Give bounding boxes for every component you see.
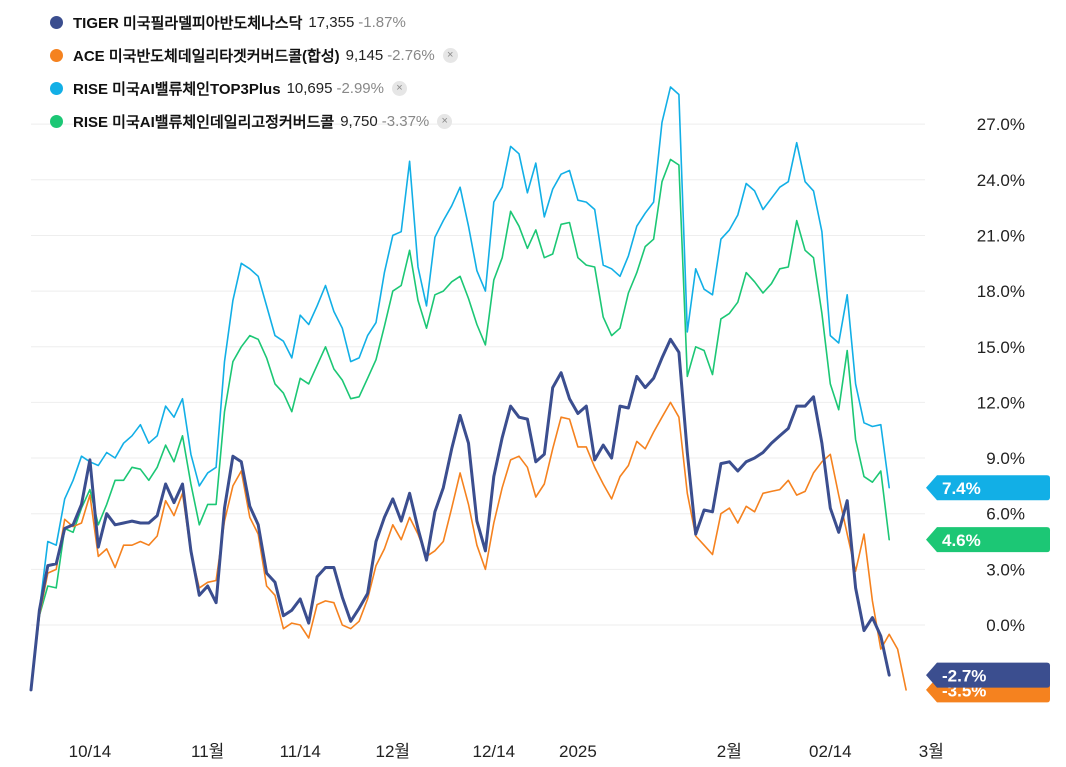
y-tick-label: 0.0% [986, 616, 1025, 635]
legend-price: 9,750 [340, 113, 378, 130]
series-color-dot [50, 16, 63, 29]
remove-series-close-icon[interactable]: × [437, 114, 453, 129]
x-tick-label: 2025 [559, 742, 597, 761]
end-value-tag [926, 662, 1050, 688]
series-line [29, 337, 891, 692]
y-tick-label: 9.0% [986, 449, 1025, 468]
legend-price: 10,695 [286, 80, 333, 97]
legend-change: -2.99% [336, 80, 384, 97]
end-value-tag [926, 527, 1050, 553]
end-value-label: 7.4% [942, 479, 981, 498]
end-value-label: -2.7% [942, 667, 986, 686]
x-tick-label: 11/14 [280, 742, 321, 761]
series-line [30, 158, 890, 691]
remove-series-close-icon[interactable]: × [391, 81, 407, 96]
series-color-dot [50, 115, 63, 128]
legend: TIGER 미국필라델피아반도체나스닥 17,355 -1.87% ACE 미국… [50, 6, 458, 138]
remove-series-close-icon[interactable]: × [442, 48, 458, 63]
x-tick-label: 02/14 [809, 742, 852, 761]
y-tick-label: 15.0% [977, 338, 1025, 357]
y-tick-label: 12.0% [977, 393, 1025, 412]
y-tick-label: 3.0% [986, 560, 1025, 579]
legend-change: -2.76% [387, 47, 435, 64]
legend-change: -1.87% [358, 14, 406, 31]
series-lines [29, 86, 907, 692]
legend-item[interactable]: RISE 미국AI밸류체인TOP3Plus 10,695 -2.99% × [50, 72, 458, 105]
legend-price: 9,145 [345, 47, 384, 64]
y-tick-label: 21.0% [977, 226, 1025, 245]
y-tick-label: 18.0% [977, 282, 1025, 301]
legend-item[interactable]: TIGER 미국필라델피아반도체나스닥 17,355 -1.87% [50, 6, 458, 39]
y-tick-label: 24.0% [977, 171, 1025, 190]
series-line [30, 86, 890, 691]
y-tick-label: 27.0% [977, 115, 1025, 134]
legend-item[interactable]: ACE 미국반도체데일리타겟커버드콜(합성) 9,145 -2.76% × [50, 39, 458, 72]
legend-series-name: RISE 미국AI밸류체인데일리고정커버드콜 [73, 114, 335, 131]
x-tick-label: 3월 [919, 742, 944, 761]
series-color-dot [50, 82, 63, 95]
legend-price: 17,355 [308, 14, 355, 31]
end-value-tags: -3.5%-2.7%7.4%4.6% [926, 475, 1050, 703]
x-tick-label: 2월 [717, 742, 742, 761]
legend-series-name: RISE 미국AI밸류체인TOP3Plus [73, 81, 281, 98]
x-tick-label: 12월 [376, 742, 411, 761]
legend-item[interactable]: RISE 미국AI밸류체인데일리고정커버드콜 9,750 -3.37% × [50, 105, 458, 138]
series-color-dot [50, 49, 63, 62]
x-tick-label: 12/14 [472, 742, 515, 761]
series-line [30, 401, 907, 691]
legend-series-name: TIGER 미국필라델피아반도체나스닥 [73, 15, 303, 32]
legend-change: -3.37% [381, 113, 430, 130]
x-tick-label: 10/14 [69, 742, 112, 761]
x-axis-labels: 10/14 11월 11/14 12월 12/14 2025 2월 02/14 3월 [69, 742, 944, 761]
y-tick-label: 6.0% [986, 505, 1025, 524]
x-tick-label: 11월 [191, 742, 224, 761]
end-value-tag [926, 475, 1050, 501]
legend-series-name: ACE 미국반도체데일리타겟커버드콜(합성) [73, 48, 340, 65]
end-value-label: 4.6% [942, 531, 981, 550]
y-axis-labels: 27.0% 24.0% 21.0% 18.0% 15.0% 12.0% 9.0% 6.0% 3.… [977, 115, 1025, 635]
